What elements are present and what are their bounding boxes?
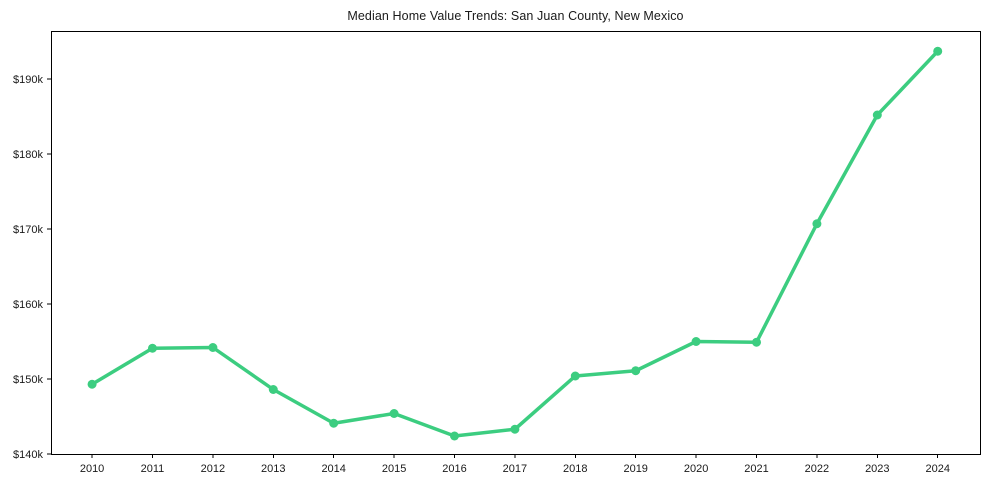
data-point-marker bbox=[872, 110, 882, 120]
y-axis-tick-label: $160k bbox=[13, 299, 43, 311]
x-axis-tick-label: 2015 bbox=[382, 463, 406, 475]
y-axis-tick-label: $190k bbox=[13, 74, 43, 86]
data-point-marker bbox=[933, 46, 943, 56]
data-point-marker bbox=[752, 337, 762, 347]
data-point-marker bbox=[449, 431, 459, 441]
x-axis-tick-label: 2016 bbox=[442, 463, 466, 475]
data-point-marker bbox=[208, 343, 218, 352]
x-axis-tick-label: 2018 bbox=[563, 463, 587, 475]
data-point-marker bbox=[570, 371, 580, 381]
y-axis-tick-label: $170k bbox=[13, 224, 43, 236]
x-axis-tick-label: 2024 bbox=[925, 463, 949, 475]
data-point-marker bbox=[691, 337, 701, 346]
x-axis-tick-label: 2013 bbox=[261, 463, 285, 475]
x-axis-tick-label: 2022 bbox=[805, 463, 829, 475]
data-point-marker bbox=[268, 385, 278, 394]
x-axis-tick-label: 2014 bbox=[321, 463, 345, 475]
x-axis-tick-label: 2023 bbox=[865, 463, 889, 475]
x-axis-tick-label: 2020 bbox=[684, 463, 708, 475]
x-axis-tick-label: 2011 bbox=[141, 463, 165, 475]
y-axis-tick-label: $150k bbox=[13, 374, 43, 386]
data-point-marker bbox=[510, 424, 520, 434]
data-point-marker bbox=[147, 343, 157, 353]
data-point-marker bbox=[631, 366, 641, 376]
x-axis-tick-label: 2021 bbox=[744, 463, 768, 475]
x-axis-tick-label: 2010 bbox=[80, 463, 104, 475]
axis-frame bbox=[51, 31, 981, 455]
data-point-marker bbox=[329, 418, 339, 428]
chart-title: Median Home Value Trends: San Juan Count… bbox=[347, 9, 684, 23]
data-point-marker bbox=[87, 379, 97, 389]
x-axis-tick-label: 2012 bbox=[201, 463, 225, 475]
y-axis-tick-label: $180k bbox=[13, 149, 43, 161]
data-point-marker bbox=[812, 219, 822, 229]
y-axis-tick-label: $140k bbox=[13, 449, 43, 461]
x-axis-tick-label: 2017 bbox=[503, 463, 527, 475]
x-axis-tick-label: 2019 bbox=[623, 463, 647, 475]
trend-line bbox=[90, 49, 940, 438]
data-point-marker bbox=[389, 409, 399, 418]
